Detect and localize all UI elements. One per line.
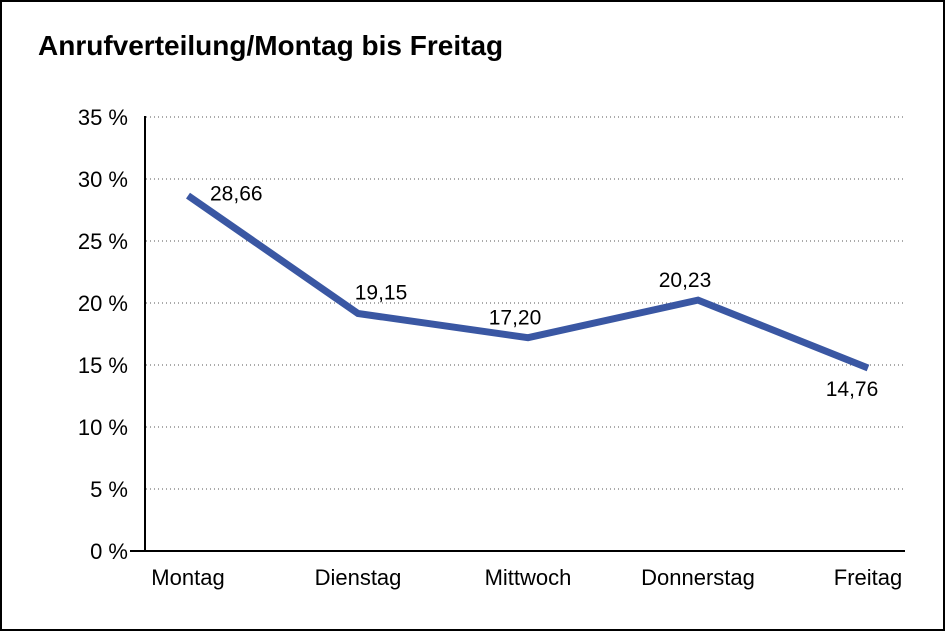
y-tick-label: 10 % xyxy=(78,415,128,440)
x-category-label: Montag xyxy=(151,565,224,590)
y-tick-label: 20 % xyxy=(78,291,128,316)
x-category-label: Mittwoch xyxy=(485,565,572,590)
data-point-label: 17,20 xyxy=(489,307,542,330)
x-category-label: Freitag xyxy=(834,565,902,590)
data-point-label: 28,66 xyxy=(210,183,263,206)
y-tick-label: 25 % xyxy=(78,229,128,254)
data-line xyxy=(186,192,870,372)
y-tick-label: 15 % xyxy=(78,353,128,378)
y-tick-label: 35 % xyxy=(78,105,128,130)
y-tick-label: 30 % xyxy=(78,167,128,192)
x-category-label: Donnerstag xyxy=(641,565,755,590)
data-point-label: 20,23 xyxy=(659,269,712,292)
data-point-label: 19,15 xyxy=(355,282,408,305)
data-point-label: 14,76 xyxy=(826,378,879,401)
x-category-label: Dienstag xyxy=(315,565,402,590)
y-tick-label: 0 % xyxy=(90,539,128,564)
y-tick-label: 5 % xyxy=(90,477,128,502)
chart-title: Anrufverteilung/Montag bis Freitag xyxy=(38,30,504,61)
